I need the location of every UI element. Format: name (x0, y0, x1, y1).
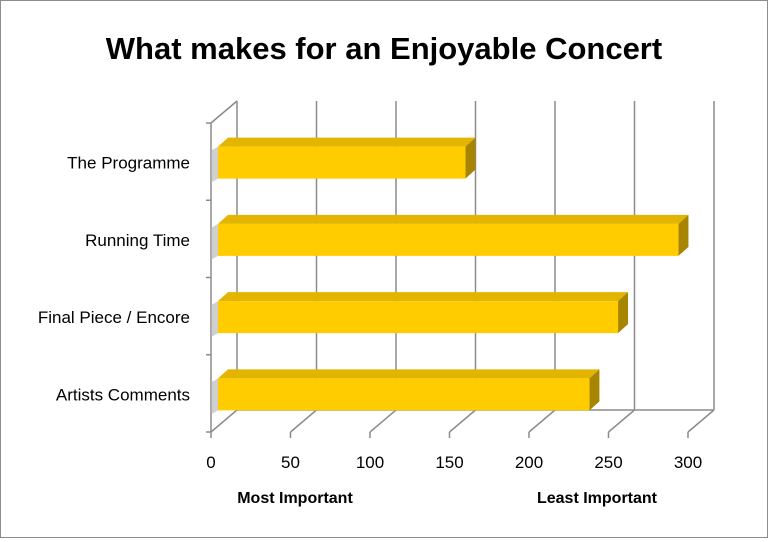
axis-labels: 0 50 100 150 200 250 300 The Programme Running T… (38, 154, 702, 472)
category-label: Final Piece / Encore (38, 308, 190, 327)
bar-side (618, 292, 629, 334)
bar-top (218, 137, 476, 147)
y-axis-top-edge (210, 100, 238, 124)
bar-top (218, 369, 600, 379)
x-tick-label: 100 (356, 453, 384, 472)
category-label: Artists Comments (56, 385, 190, 404)
floor-gridline (608, 409, 635, 433)
bar (211, 214, 689, 260)
bars (211, 137, 689, 415)
least-important-label: Least Important (537, 490, 658, 507)
bar-top (218, 292, 629, 302)
floor-gridline (528, 409, 556, 433)
chart-title: What makes for an Enjoyable Concert (106, 31, 662, 66)
x-tick-label: 0 (206, 453, 215, 472)
x-tick-label: 50 (281, 453, 300, 472)
bar-front (218, 223, 679, 256)
floor-gridline (687, 409, 715, 433)
bar-shadow (211, 146, 218, 183)
bar-front (218, 146, 466, 179)
x-tick-label: 250 (594, 453, 622, 472)
x-tick-label: 200 (515, 453, 543, 472)
bar-side (678, 214, 689, 256)
floor-gridline (369, 409, 397, 433)
bar-shadow (211, 301, 218, 338)
bar (211, 369, 600, 415)
bar-shadow (211, 378, 218, 415)
bar-side (465, 137, 476, 179)
bar-front (218, 301, 619, 334)
bar (211, 292, 629, 338)
bar-side (589, 369, 600, 411)
category-label: Running Time (85, 231, 190, 250)
bar-shadow (211, 223, 218, 260)
floor-gridline (210, 409, 238, 433)
bar (211, 137, 476, 183)
most-important-label: Most Important (237, 490, 353, 507)
x-tick-label: 150 (435, 453, 463, 472)
bar-front (218, 378, 590, 411)
bar-top (218, 214, 689, 224)
category-label: The Programme (67, 154, 190, 173)
floor-gridline (449, 409, 476, 433)
floor-gridline (290, 409, 317, 433)
x-tick-label: 300 (674, 453, 702, 472)
